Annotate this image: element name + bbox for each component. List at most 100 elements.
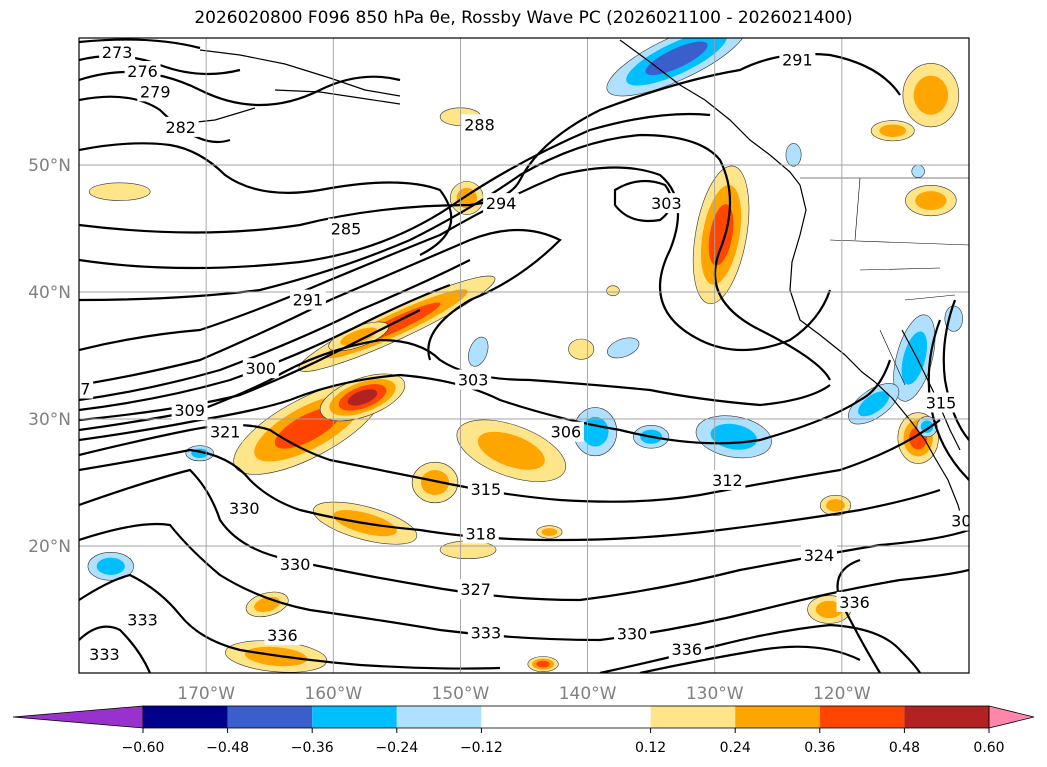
- contour-label-halo: [124, 61, 161, 82]
- contour-line: [79, 309, 421, 422]
- anomaly-region: [468, 336, 489, 367]
- map-frame: [78, 37, 970, 674]
- contour-label: 291: [293, 291, 324, 310]
- contour-label-halo: [289, 289, 326, 310]
- contour-label-halo: [483, 193, 520, 214]
- anomaly-fill: [536, 660, 550, 668]
- contour-label: 321: [210, 423, 241, 442]
- anomaly-fill: [477, 431, 545, 470]
- contour-label-halo: [462, 523, 499, 544]
- anomaly-fill: [915, 191, 947, 210]
- anomaly-fill: [420, 469, 450, 496]
- colorbar-segment: [735, 706, 820, 728]
- us-state-borders: [829, 177, 969, 386]
- contour-label: 273: [102, 43, 133, 62]
- contour-line: [79, 522, 969, 642]
- british-columbia-coastline: [789, 184, 876, 383]
- contour-label: 336: [671, 640, 702, 659]
- anomaly-fill: [826, 499, 845, 512]
- lat-tick-label: 50°N: [28, 156, 71, 176]
- anomaly-region: [88, 182, 151, 201]
- anomaly-region: [893, 314, 936, 402]
- colorbar-tick-label: −0.24: [375, 740, 418, 756]
- contour-label-halo: [648, 193, 685, 214]
- contour-label: 327: [460, 580, 491, 599]
- anomaly-region: [695, 415, 772, 459]
- lon-tick-label: 130°W: [686, 684, 744, 704]
- contour-label-halo: [137, 81, 174, 102]
- anomaly-fill: [645, 41, 708, 76]
- contour-label: 282: [165, 118, 196, 137]
- contour-label: 294: [486, 194, 517, 213]
- anomaly-fill: [581, 416, 609, 447]
- colorbar: −0.60 −0.48 −0.36 −0.24 −0.12 0.12 0.24 0.36 0.4…: [12, 705, 1035, 756]
- contour-label-halo: [99, 41, 136, 62]
- contour-label: 318: [465, 524, 496, 543]
- contour-label-halo: [277, 553, 314, 574]
- contour-label: 330: [617, 625, 648, 644]
- contour-label-halo: [264, 624, 301, 645]
- contour-label-halo: [171, 400, 208, 421]
- contour-label-halo: [836, 591, 873, 612]
- anomaly-region: [902, 63, 960, 128]
- contour-label: 276: [127, 62, 158, 81]
- anomaly-region: [527, 656, 559, 673]
- anomaly-fill: [858, 391, 890, 417]
- anomaly-region: [568, 338, 595, 360]
- lon-tick-label: 120°W: [813, 684, 871, 704]
- contour-label: 312: [712, 471, 743, 490]
- anomaly-fill: [901, 331, 928, 385]
- contour-label-halo: [547, 421, 584, 442]
- anomaly-fill: [920, 420, 934, 433]
- lat-tick-label: 20°N: [28, 537, 71, 557]
- anomaly-region: [411, 461, 459, 504]
- contour-line: [79, 283, 451, 412]
- contour-label: 297: [60, 380, 91, 399]
- anomaly-region: [606, 285, 620, 297]
- anomaly-region: [607, 337, 640, 359]
- contour-label: 315: [926, 393, 957, 412]
- theta-e-contour-layer: [79, 38, 969, 673]
- contour-line: [639, 645, 861, 673]
- contour-line: [79, 112, 711, 270]
- anomaly-region: [905, 185, 957, 217]
- colorbar-tick-label: 0.60: [973, 740, 1004, 756]
- anomaly-region: [819, 494, 852, 516]
- contour-line: [942, 299, 969, 441]
- colorbar-segment: [819, 706, 905, 728]
- colorbar-segment: [312, 706, 397, 728]
- anomaly-region: [848, 383, 900, 425]
- contour-line: [79, 38, 201, 50]
- axis-tick-label-layer: 50°N 40°N 30°N 20°N 170°W 160°W 150°W 140°W 130°…: [28, 156, 871, 704]
- colorbar-segment: [481, 706, 651, 728]
- contour-label: 300: [246, 359, 277, 378]
- contour-label: 336: [267, 626, 298, 645]
- colorbar-tick-label: 0.12: [635, 740, 666, 756]
- anomaly-region: [785, 143, 802, 167]
- lat-tick-label: 40°N: [28, 283, 71, 303]
- contour-label-halo: [779, 49, 816, 70]
- contour-label-halo: [207, 421, 244, 442]
- contour-label-halo: [923, 392, 960, 413]
- contour-line: [79, 142, 453, 256]
- colorbar-segment: [904, 706, 989, 728]
- contour-label-halo: [709, 469, 746, 490]
- lat-tick-label: 30°N: [28, 410, 71, 430]
- contour-line: [79, 468, 969, 602]
- contour-line: [79, 259, 471, 402]
- colorbar-tick-label: −0.36: [291, 740, 334, 756]
- contour-label-halo: [226, 497, 263, 518]
- contour-label: 315: [471, 480, 502, 499]
- colorbar-tick-label: −0.60: [122, 740, 165, 756]
- baja-coastline: [874, 381, 966, 531]
- contour-label-halo: [467, 478, 504, 499]
- contour-label: 330: [229, 499, 260, 518]
- colorbar-segment: [227, 706, 313, 728]
- anomaly-fill: [785, 143, 802, 167]
- contour-label: 288: [464, 115, 495, 134]
- colorbar-segment: [143, 706, 228, 728]
- colorbar-outline: [142, 705, 990, 729]
- contour-label-halo: [668, 638, 705, 659]
- contour-line: [79, 359, 892, 445]
- anomaly-fill: [340, 327, 378, 346]
